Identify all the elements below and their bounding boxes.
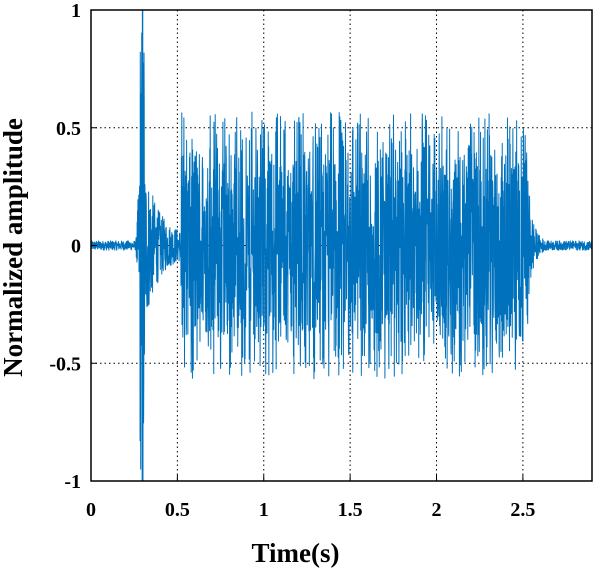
y-tick-label: 0	[71, 236, 81, 258]
x-tick-label: 1	[259, 499, 269, 521]
y-tick-label: 1	[71, 0, 81, 22]
x-axis-label: Time(s)	[252, 538, 340, 568]
x-tick-label: 0	[86, 499, 96, 521]
tick-marks	[90, 9, 524, 482]
x-tick-label: 1.5	[338, 499, 363, 521]
x-tick-label: 2.5	[510, 499, 535, 521]
signal-line	[90, 9, 593, 482]
y-tick-label: 0.5	[56, 118, 81, 140]
tick-labels: 0 0.5 1 1.5 2 2.5 -1 -0.5 0 0.5 1	[49, 0, 535, 521]
x-tick-label: 2	[432, 499, 442, 521]
plot-area	[90, 9, 593, 482]
y-tick-label: -0.5	[49, 353, 81, 375]
x-tick-label: 0.5	[165, 499, 190, 521]
y-axis-label: Normalized amplitude	[0, 118, 28, 377]
y-tick-label: -1	[64, 471, 81, 493]
